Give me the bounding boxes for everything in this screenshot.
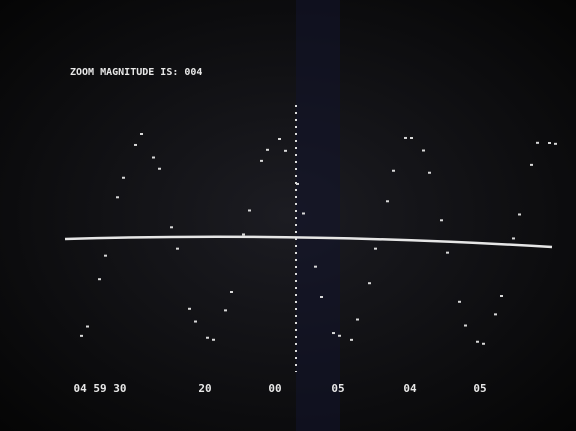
trace-dot bbox=[140, 133, 143, 135]
trace-dot bbox=[152, 156, 155, 159]
trace-dot bbox=[170, 226, 173, 229]
trace-dot bbox=[266, 148, 269, 151]
trace-dot bbox=[428, 171, 431, 174]
trace-dot bbox=[302, 212, 305, 215]
trace-dot bbox=[332, 332, 335, 335]
time-labels: 04 59 30 20 00 05 04 05 bbox=[74, 382, 487, 395]
trace-dot bbox=[104, 254, 107, 257]
trace-dot bbox=[134, 143, 137, 146]
baseline-trace bbox=[64, 235, 553, 249]
trace-dot bbox=[530, 163, 533, 166]
trace-dot bbox=[278, 137, 281, 140]
time-label: 20 bbox=[198, 382, 211, 395]
trace-dot bbox=[500, 295, 503, 297]
time-label: 04 59 30 bbox=[74, 382, 127, 395]
trace-dot bbox=[320, 296, 323, 298]
trace-dot bbox=[242, 233, 245, 236]
trace-dot bbox=[368, 282, 371, 285]
trace-dot bbox=[284, 149, 287, 152]
trace-dot bbox=[494, 313, 497, 316]
trace-dot bbox=[476, 340, 479, 343]
waveform-dots bbox=[80, 133, 557, 345]
time-label: 00 bbox=[268, 382, 281, 395]
trace-dot bbox=[536, 141, 539, 144]
trace-dot bbox=[512, 237, 515, 240]
trace-dot bbox=[554, 142, 557, 145]
trace-dot bbox=[446, 251, 449, 254]
trace-dot bbox=[206, 336, 209, 339]
trace-dot bbox=[410, 137, 413, 139]
trace-dot bbox=[260, 159, 263, 162]
trace-dot bbox=[482, 342, 485, 345]
trace-dot bbox=[176, 247, 179, 250]
trace-dot bbox=[338, 334, 341, 337]
trace-dot bbox=[518, 213, 521, 216]
time-label: 04 bbox=[403, 382, 417, 395]
trace-dot bbox=[248, 209, 251, 212]
trace-dot bbox=[356, 318, 359, 321]
trace-dot bbox=[404, 136, 407, 139]
trace-dot bbox=[314, 265, 317, 268]
trace-dot bbox=[296, 182, 299, 185]
zoom-title: ZOOM MAGNITUDE IS: 004 bbox=[70, 67, 202, 78]
time-label: 05 bbox=[331, 382, 344, 395]
trace-dot bbox=[116, 196, 119, 199]
trace-dot bbox=[212, 338, 215, 341]
trace-dot bbox=[464, 324, 467, 327]
trace-dot bbox=[224, 309, 227, 312]
trace-dot bbox=[392, 169, 395, 172]
trace-dot bbox=[122, 176, 125, 179]
trace-dot bbox=[230, 291, 233, 293]
trace-dot bbox=[422, 149, 425, 152]
screen-band bbox=[296, 0, 340, 431]
trace-dot bbox=[80, 334, 83, 337]
time-label: 05 bbox=[473, 382, 486, 395]
trace-dot bbox=[548, 141, 551, 144]
trace-dot bbox=[86, 325, 89, 328]
trace-dot bbox=[458, 300, 461, 303]
trace-dot bbox=[188, 307, 191, 310]
trace-dot bbox=[374, 247, 377, 250]
trace-dot bbox=[194, 320, 197, 323]
trace-dot bbox=[386, 200, 389, 203]
trace-dot bbox=[158, 167, 161, 170]
trace-dot bbox=[350, 338, 353, 341]
trace-dot bbox=[440, 219, 443, 222]
trace-dot bbox=[98, 278, 101, 281]
